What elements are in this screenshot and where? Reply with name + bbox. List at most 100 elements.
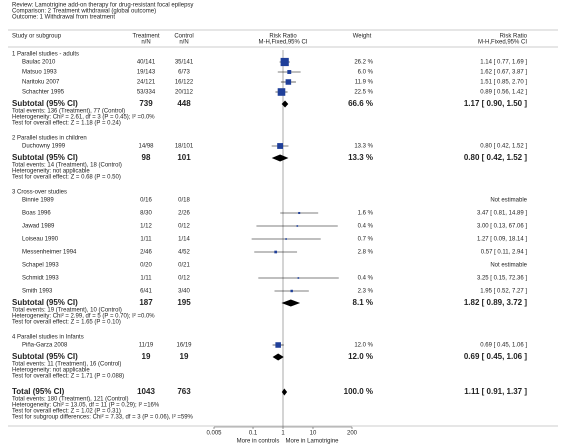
subtotal-label: Subtotal (95% CI) xyxy=(12,298,78,307)
study-name: Schachter 1995 xyxy=(22,90,65,96)
effect-label: 1.17 [ 0.90, 1.50 ] xyxy=(464,99,527,108)
x-tick-label: 200 xyxy=(347,431,358,437)
effect-label: 0.69 [ 0.45, 1.06 ] xyxy=(480,343,527,349)
col-header: M-H,Fixed,95% CI xyxy=(258,40,307,46)
treatment: 0/16 xyxy=(140,198,152,204)
outcome: Outcome: 1 Withdrawal from treatment xyxy=(12,15,115,21)
weight: 22.5 % xyxy=(354,90,373,96)
treatment: 8/30 xyxy=(140,211,152,217)
control: 1/14 xyxy=(178,237,190,243)
study-name: Naritoku 2007 xyxy=(22,80,60,86)
col-header: Weight xyxy=(353,34,372,40)
treatment: 187 xyxy=(139,298,153,307)
col-header: n/N xyxy=(141,40,150,46)
effect-label: 1.62 [ 0.67, 3.87 ] xyxy=(480,70,527,76)
study-name: Binnie 1989 xyxy=(22,198,54,204)
weight-square xyxy=(296,225,299,227)
diamond xyxy=(272,353,284,361)
col-header: Treatment xyxy=(132,34,159,40)
control: 16/122 xyxy=(175,80,194,86)
control: 448 xyxy=(177,99,191,108)
study-name: Schapel 1993 xyxy=(22,263,59,269)
treatment: 24/121 xyxy=(137,80,156,86)
control: 2/26 xyxy=(178,211,190,217)
treatment: 739 xyxy=(139,99,153,108)
treatment: 14/98 xyxy=(138,144,154,150)
note: Test for overall effect: Z = 1.18 (P = 0… xyxy=(12,121,121,127)
control: 195 xyxy=(177,298,191,307)
note: Test for subgroup differences: Chi² = 7.… xyxy=(12,415,194,421)
col-header: Study or subgroup xyxy=(12,34,62,40)
weight: 0.4 % xyxy=(358,224,374,230)
col-header: Risk Ratio xyxy=(269,34,297,40)
treatment: 40/141 xyxy=(137,60,156,66)
effect-label: Not estimable xyxy=(490,198,527,204)
x-tick-label: 0.1 xyxy=(249,431,258,437)
control: 0/12 xyxy=(178,224,190,230)
effect-label: Not estimable xyxy=(490,263,527,269)
group-title: 4 Parallel studies in Infants xyxy=(12,335,84,341)
diamond xyxy=(281,299,301,307)
weight-square xyxy=(297,277,300,279)
control: 0/12 xyxy=(178,276,190,282)
weight-square xyxy=(285,238,287,240)
treatment: 1/11 xyxy=(140,276,152,282)
effect-label: 0.89 [ 0.56, 1.42 ] xyxy=(480,90,527,96)
weight: 11.9 % xyxy=(355,80,374,86)
col-header: Control xyxy=(174,34,193,40)
treatment: 1/12 xyxy=(140,224,152,230)
study-name: Loiseau 1990 xyxy=(22,237,59,243)
weight: 13.3 % xyxy=(354,144,373,150)
note: Test for overall effect: Z = 1.02 (P = 0… xyxy=(12,409,121,415)
control: 0/21 xyxy=(178,263,190,269)
weight: 26.2 % xyxy=(354,60,373,66)
subtotal-label: Subtotal (95% CI) xyxy=(12,153,78,162)
study-name: Matsuo 1993 xyxy=(22,70,57,76)
weight: 0.4 % xyxy=(358,276,374,282)
weight: 12.0 % xyxy=(348,352,373,361)
treatment: 1043 xyxy=(137,387,155,396)
control: 18/101 xyxy=(175,144,194,150)
treatment: 98 xyxy=(142,153,151,162)
note: Total events: 14 (Treatment), 18 (Contro… xyxy=(12,163,122,169)
note: Total events: 180 (Treatment), 121 (Cont… xyxy=(12,397,129,403)
control: 763 xyxy=(177,387,191,396)
note: Total events: 11 (Treatment), 16 (Contro… xyxy=(12,362,121,368)
control: 3/40 xyxy=(178,289,190,295)
weight-square xyxy=(275,342,281,348)
effect-label: 1.14 [ 0.77, 1.69 ] xyxy=(480,60,527,66)
subtotal-label: Subtotal (95% CI) xyxy=(12,99,78,108)
weight-square xyxy=(277,88,286,96)
weight: 2.3 % xyxy=(358,289,374,295)
weight: 6.0 % xyxy=(358,70,374,76)
subtotal-label: Subtotal (95% CI) xyxy=(12,352,78,361)
note: Heterogeneity: not applicable xyxy=(12,169,90,175)
study-name: Piña-Garza 2008 xyxy=(22,343,68,349)
note: Heterogeneity: Chi² = 13.05, df = 11 (P … xyxy=(12,403,160,409)
note: Total events: 19 (Treatment), 10 (Contro… xyxy=(12,308,122,314)
weight: 13.3 % xyxy=(348,153,373,162)
weight: 66.6 % xyxy=(348,99,373,108)
col-header: M-H,Fixed,95% CI xyxy=(478,40,527,46)
note: Heterogeneity: not applicable xyxy=(12,368,90,374)
treatment: 19/143 xyxy=(137,70,156,76)
diamond xyxy=(271,154,289,162)
weight: 1.6 % xyxy=(358,211,374,217)
effect-label: 1.51 [ 0.85, 2.70 ] xyxy=(480,80,527,86)
effect-label: 1.27 [ 0.09, 18.14 ] xyxy=(477,237,527,243)
note: Heterogeneity: Chi² = 2.61, df = 3 (P = … xyxy=(12,115,155,121)
weight-square xyxy=(287,70,292,74)
effect-label: 1.95 [ 0.52, 7.27 ] xyxy=(480,289,527,295)
weight: 12.0 % xyxy=(354,343,373,349)
effect-label: 0.80 [ 0.42, 1.52 ] xyxy=(480,144,527,150)
x-tick-label: 10 xyxy=(310,431,317,437)
treatment: 19 xyxy=(142,352,151,361)
left-label: More in controls xyxy=(237,439,280,445)
control: 16/19 xyxy=(176,343,192,349)
effect-label: 3.25 [ 0.15, 72.36 ] xyxy=(477,276,527,282)
effect-label: 3.47 [ 0.81, 14.89 ] xyxy=(477,211,527,217)
col-header: n/N xyxy=(179,40,188,46)
effect-label: 0.69 [ 0.45, 1.06 ] xyxy=(464,352,527,361)
treatment: 11/19 xyxy=(139,343,154,349)
